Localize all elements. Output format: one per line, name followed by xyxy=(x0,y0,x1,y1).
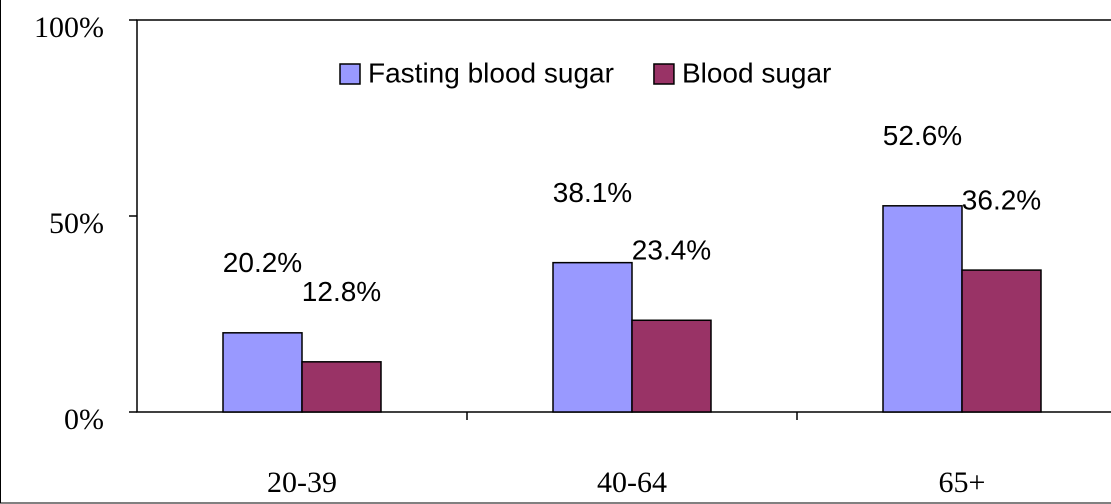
data-label: 36.2% xyxy=(962,184,1041,215)
x-tick-label: 40-64 xyxy=(597,466,667,499)
y-tick-label: 100% xyxy=(34,11,104,44)
bar xyxy=(631,319,712,413)
bar xyxy=(301,361,382,413)
bar xyxy=(552,261,633,413)
legend-label: Blood sugar xyxy=(682,57,831,88)
y-tick-label: 50% xyxy=(49,207,104,240)
data-label: 38.1% xyxy=(553,177,632,208)
x-tick-label: 20-39 xyxy=(267,466,337,499)
data-label: 23.4% xyxy=(632,235,711,266)
bar xyxy=(882,205,963,413)
y-tick-label: 0% xyxy=(64,403,104,436)
data-label: 20.2% xyxy=(223,247,302,278)
bar xyxy=(961,269,1042,413)
legend-swatch xyxy=(653,63,675,85)
legend-label: Fasting blood sugar xyxy=(368,57,614,88)
legend-swatch xyxy=(339,63,361,85)
bar xyxy=(222,332,303,413)
data-label: 12.8% xyxy=(302,276,381,307)
data-label: 52.6% xyxy=(883,120,962,151)
x-tick-label: 65+ xyxy=(939,466,986,499)
